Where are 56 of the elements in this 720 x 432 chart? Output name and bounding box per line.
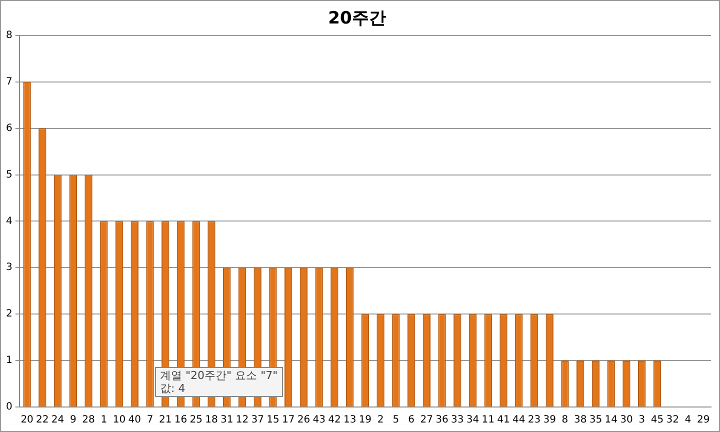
- x-tick-label: 32: [666, 414, 679, 426]
- x-tick-label: 18: [205, 414, 218, 426]
- x-tick-label: 24: [51, 414, 64, 426]
- x-tick-label: 14: [604, 414, 618, 426]
- annotation: 계열 "20주간" 요소 "7" 값: 4: [155, 367, 283, 397]
- chart-title: 20주간: [328, 8, 386, 29]
- x-tick-label: 28: [82, 414, 95, 426]
- x-tick-label: 5: [392, 414, 400, 426]
- x-tick-label: 12: [236, 414, 249, 426]
- x-tick-label: 13: [343, 414, 356, 426]
- x-tick-label: 36: [436, 414, 448, 426]
- y-tick-label: 1: [6, 355, 12, 366]
- x-tick-label: 22: [36, 414, 49, 426]
- x-tick-label: 37: [251, 414, 264, 426]
- x-tick-label: 26: [297, 414, 310, 426]
- x-tick-label: 19: [358, 414, 372, 426]
- y-tick-label: 7: [6, 76, 12, 88]
- x-tick-label: 38: [574, 414, 587, 426]
- x-tick-label: 43: [312, 414, 326, 426]
- x-tick-label: 8: [562, 414, 568, 426]
- x-tick-label: 15: [266, 414, 280, 426]
- x-tick-label: 16: [174, 414, 188, 426]
- y-tick-label: 2: [6, 308, 12, 320]
- x-tick-label: 20: [20, 414, 34, 426]
- x-tick-label: 2: [377, 414, 384, 426]
- x-tick-label: 25: [190, 414, 202, 426]
- x-tick-label: 31: [220, 414, 234, 426]
- y-tick-label: 4: [6, 216, 12, 227]
- x-tick-label: 35: [589, 414, 602, 426]
- x-tick-label: 45: [650, 414, 664, 426]
- x-tick-label: 40: [128, 414, 141, 426]
- y-tick-label: 3: [6, 262, 12, 274]
- x-tick-label: 33: [451, 414, 464, 426]
- x-tick-label: 39: [543, 414, 556, 426]
- x-tick-label: 29: [696, 414, 710, 426]
- x-tick-label: 4: [684, 414, 692, 426]
- x-tick-label: 9: [70, 414, 76, 426]
- x-tick-label: 34: [466, 414, 480, 426]
- x-tick-label: 11: [482, 414, 495, 426]
- y-tick-label: 5: [6, 169, 12, 180]
- x-tick-label: 42: [328, 414, 341, 426]
- x-tick-label: 10: [112, 414, 126, 426]
- y-tick-label: 6: [6, 122, 12, 134]
- x-tick-label: 3: [638, 414, 646, 426]
- x-tick-label: 6: [408, 414, 414, 426]
- x-tick-label: 21: [159, 414, 172, 426]
- x-tick-label: 41: [497, 414, 510, 426]
- x-tick-label: 27: [420, 414, 434, 426]
- x-tick-label: 17: [282, 414, 295, 426]
- x-tick-label: 7: [146, 414, 154, 426]
- x-tick-label: 1: [100, 414, 108, 426]
- x-tick-label: 44: [512, 414, 526, 426]
- y-tick-label: 0: [6, 402, 12, 413]
- x-tick-label: 30: [620, 414, 633, 426]
- y-tick-label: 8: [6, 30, 12, 41]
- x-tick-label: 23: [528, 414, 541, 426]
